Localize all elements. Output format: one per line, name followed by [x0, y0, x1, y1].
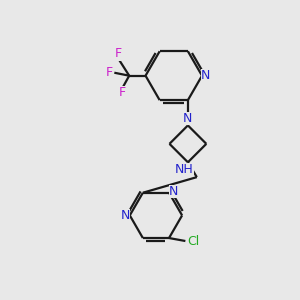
Text: N: N — [201, 69, 210, 82]
Text: N: N — [183, 112, 193, 125]
Text: N: N — [169, 185, 178, 198]
Text: Cl: Cl — [188, 235, 200, 248]
Text: F: F — [105, 66, 112, 79]
Text: F: F — [115, 47, 122, 61]
Text: NH: NH — [175, 163, 194, 176]
Text: F: F — [119, 86, 126, 99]
Text: N: N — [121, 209, 130, 222]
